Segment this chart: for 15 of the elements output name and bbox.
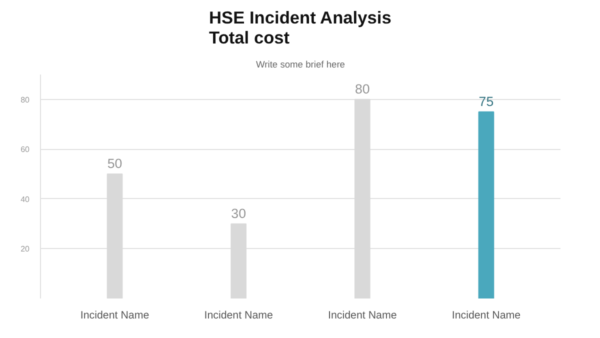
y-tick-label: 20: [20, 244, 30, 254]
y-tick-label: 60: [20, 145, 30, 154]
data-label: 30: [231, 206, 246, 221]
data-label: 80: [354, 81, 370, 96]
x-tick-label: Incident Name: [204, 310, 274, 322]
data-label: 50: [107, 156, 122, 172]
x-tick-label: Incident Name: [80, 310, 150, 322]
chart-subtitle: Write some brief here: [256, 60, 345, 70]
bar: [478, 111, 494, 298]
y-tick-label: 80: [20, 95, 30, 104]
x-tick-label: Incident Name: [328, 310, 397, 322]
chart-title: HSE Incident Analysis Total cost: [209, 8, 392, 48]
data-label: 75: [478, 94, 494, 109]
y-tick-label: 40: [20, 194, 30, 204]
x-tick-label: Incident Name: [452, 310, 521, 322]
